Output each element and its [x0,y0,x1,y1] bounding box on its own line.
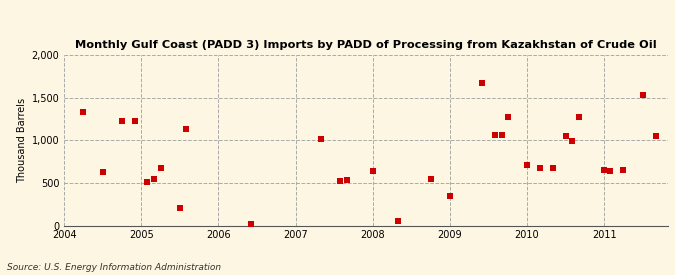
Point [393,219,404,223]
Point [477,81,488,85]
Point [560,134,571,138]
Point [489,133,500,137]
Point [445,194,456,198]
Point [335,178,346,183]
Y-axis label: Thousand Barrels: Thousand Barrels [18,98,28,183]
Point [637,93,648,97]
Point [651,134,661,138]
Point [97,170,108,174]
Point [117,119,128,124]
Point [599,168,610,172]
Point [535,166,545,170]
Point [502,115,513,119]
Point [522,163,533,167]
Point [316,136,327,141]
Point [367,169,378,173]
Point [342,178,352,183]
Point [155,165,166,170]
Point [174,206,185,211]
Point [605,169,616,173]
Point [246,222,256,226]
Point [149,177,160,182]
Point [78,110,89,114]
Point [566,139,577,143]
Point [547,166,558,170]
Title: Monthly Gulf Coast (PADD 3) Imports by PADD of Processing from Kazakhstan of Cru: Monthly Gulf Coast (PADD 3) Imports by P… [76,40,657,50]
Point [181,127,192,131]
Text: Source: U.S. Energy Information Administration: Source: U.S. Energy Information Administ… [7,263,221,272]
Point [142,180,153,184]
Point [130,119,140,123]
Point [573,115,584,119]
Point [425,177,436,181]
Point [618,168,629,172]
Point [496,133,507,137]
